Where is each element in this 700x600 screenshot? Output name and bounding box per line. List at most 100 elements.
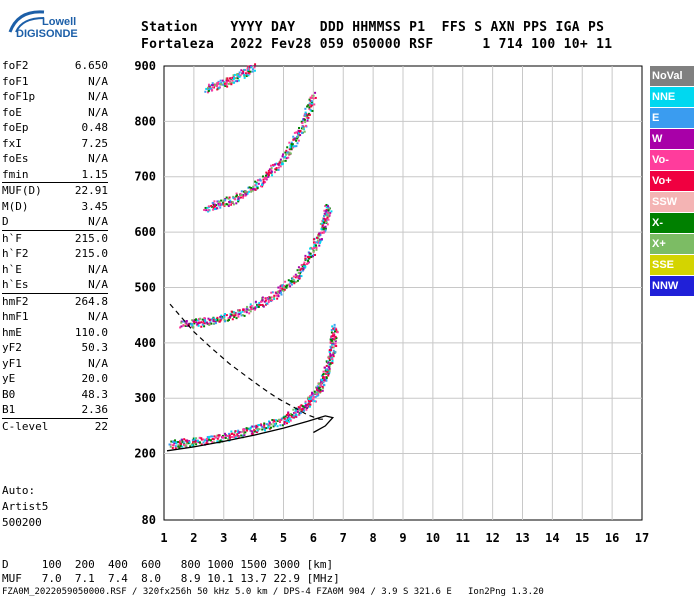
param-row: fxI 7.25 <box>2 136 108 152</box>
echo-point <box>219 319 222 322</box>
echo-point <box>189 445 192 448</box>
echo-point <box>302 263 305 266</box>
echo-point <box>243 73 246 76</box>
echo-point <box>241 314 244 317</box>
echo-point <box>258 301 261 304</box>
echo-point <box>216 319 219 322</box>
echo-point <box>316 387 319 390</box>
echo-point <box>216 440 219 443</box>
echo-point <box>302 119 305 122</box>
echo-point <box>265 423 268 426</box>
param-label: yF1 <box>2 356 22 370</box>
echo-point <box>238 431 241 434</box>
echo-point <box>323 366 326 369</box>
echo-point <box>173 440 176 443</box>
echo-point <box>312 396 315 399</box>
echo-point <box>307 116 310 119</box>
echo-point <box>234 314 237 317</box>
echo-point <box>248 72 251 75</box>
echo-point <box>231 201 234 204</box>
echo-point <box>331 343 334 346</box>
echo-point <box>174 439 177 442</box>
echo-point <box>207 205 210 208</box>
echo-point <box>181 445 184 448</box>
echo-point <box>325 219 328 222</box>
echo-point <box>324 205 327 208</box>
echo-point <box>239 196 242 199</box>
param-value: 50.3 <box>81 341 109 354</box>
echo-point <box>208 87 211 90</box>
echo-point <box>278 161 281 164</box>
echo-point <box>296 269 299 272</box>
echo-point <box>306 403 309 406</box>
parameter-list: foF2 6.650 foF1 N/A foF1p N/A foE N/A foEp 0.48 fx… <box>2 58 108 434</box>
echo-point <box>196 439 199 442</box>
echo-point <box>311 109 314 112</box>
echo-point <box>186 324 189 327</box>
echo-point <box>328 349 331 352</box>
echo-point <box>209 321 212 324</box>
echo-point <box>279 161 282 164</box>
echo-point <box>327 214 330 217</box>
echo-point <box>264 297 267 300</box>
echo-point <box>300 410 303 413</box>
param-value: 6.650 <box>74 59 108 72</box>
echo-point <box>298 274 301 277</box>
echo-point <box>218 86 221 89</box>
echo-point <box>238 75 241 78</box>
echo-point <box>253 307 256 310</box>
echo-point <box>231 432 234 435</box>
echo-point <box>187 322 190 325</box>
x-tick-label: 4 <box>250 531 257 545</box>
echo-point <box>201 318 204 321</box>
echo-point <box>249 66 252 69</box>
echo-point <box>298 130 301 133</box>
param-label: foE <box>2 105 22 119</box>
echo-point <box>243 434 246 437</box>
echo-point <box>235 195 238 198</box>
echo-point <box>321 225 324 228</box>
echo-point <box>242 70 245 73</box>
param-row: yF2 50.3 <box>2 340 108 356</box>
echo-point <box>292 146 295 149</box>
echo-point <box>327 366 330 369</box>
echo-point <box>273 297 276 300</box>
echo-point <box>221 203 224 206</box>
echo-point <box>331 358 334 361</box>
echo-point <box>243 68 246 71</box>
x-tick-label: 5 <box>280 531 287 545</box>
echo-point <box>324 218 327 221</box>
echo-point <box>228 196 231 199</box>
echo-point <box>327 374 330 377</box>
echo-point <box>336 331 339 334</box>
echo-point <box>256 430 259 433</box>
echo-point <box>249 426 252 429</box>
param-value: 7.25 <box>81 136 109 150</box>
echo-point <box>292 416 295 419</box>
param-value: 264.8 <box>74 294 108 308</box>
echo-point <box>244 190 247 193</box>
echo-point <box>207 83 210 86</box>
echo-point <box>282 284 285 287</box>
echo-point <box>305 116 308 119</box>
echo-point <box>291 413 294 416</box>
echo-point <box>327 211 330 214</box>
echo-point <box>177 445 180 448</box>
echo-point <box>242 193 245 196</box>
echo-point <box>181 438 184 441</box>
echo-point <box>204 90 207 93</box>
echo-point <box>201 323 204 326</box>
legend-item-w: W <box>650 129 694 149</box>
echo-point <box>317 389 320 392</box>
echo-point <box>325 364 328 367</box>
echo-point <box>305 263 308 266</box>
echo-point <box>330 331 333 334</box>
echo-point <box>296 410 299 413</box>
echo-point <box>255 424 258 427</box>
echo-point <box>234 436 237 439</box>
echo-point <box>324 219 327 222</box>
echo-point <box>242 190 245 193</box>
echo-point <box>252 185 255 188</box>
echo-point <box>311 96 314 99</box>
echo-point <box>228 77 231 80</box>
